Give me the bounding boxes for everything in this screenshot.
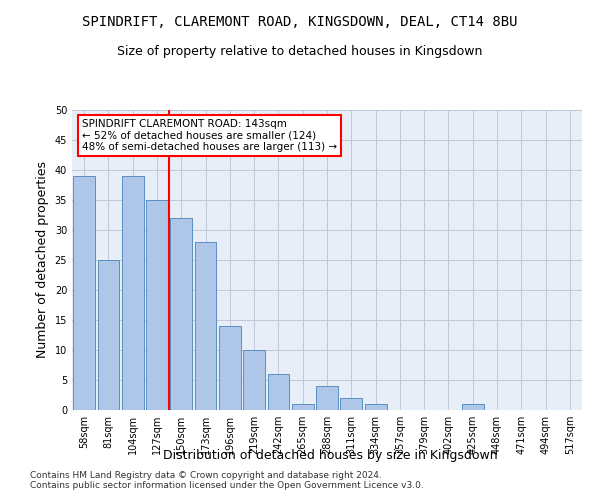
Bar xyxy=(316,386,338,410)
Bar xyxy=(122,176,143,410)
Text: Contains HM Land Registry data © Crown copyright and database right 2024.
Contai: Contains HM Land Registry data © Crown c… xyxy=(30,470,424,490)
Text: SPINDRIFT, CLAREMONT ROAD, KINGSDOWN, DEAL, CT14 8BU: SPINDRIFT, CLAREMONT ROAD, KINGSDOWN, DE… xyxy=(82,15,518,29)
Bar xyxy=(219,326,241,410)
Bar xyxy=(292,404,314,410)
Text: Size of property relative to detached houses in Kingsdown: Size of property relative to detached ho… xyxy=(118,45,482,58)
Bar xyxy=(243,350,265,410)
Bar xyxy=(365,404,386,410)
Bar xyxy=(340,398,362,410)
Bar xyxy=(97,260,119,410)
Bar xyxy=(268,374,289,410)
Bar xyxy=(170,218,192,410)
Bar xyxy=(462,404,484,410)
Text: SPINDRIFT CLAREMONT ROAD: 143sqm
← 52% of detached houses are smaller (124)
48% : SPINDRIFT CLAREMONT ROAD: 143sqm ← 52% o… xyxy=(82,119,337,152)
Bar xyxy=(146,200,168,410)
Y-axis label: Number of detached properties: Number of detached properties xyxy=(36,162,49,358)
Text: Distribution of detached houses by size in Kingsdown: Distribution of detached houses by size … xyxy=(163,448,497,462)
Bar xyxy=(194,242,217,410)
Bar xyxy=(73,176,95,410)
